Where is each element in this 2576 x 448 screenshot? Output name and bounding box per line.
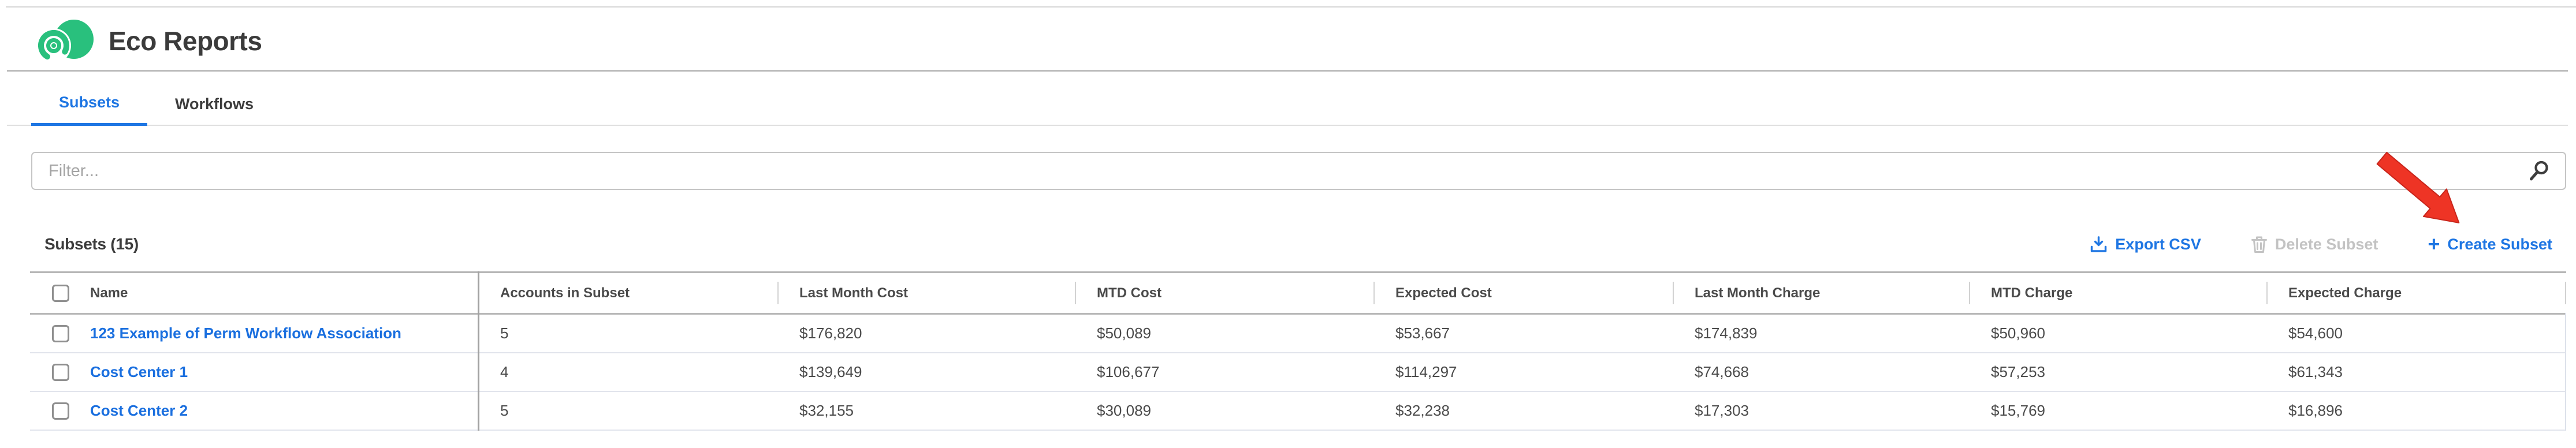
cell-expected-charge: $61,343 (2288, 363, 2343, 380)
app-header: Eco Reports (36, 20, 262, 62)
cell-accounts-in-subset: 4 (500, 363, 509, 380)
select-all-checkbox[interactable] (52, 284, 69, 302)
column-header-last-month-charge: Last Month Charge (1673, 273, 1969, 313)
filter-input[interactable] (47, 160, 2517, 181)
table-header-name: Name (30, 273, 478, 313)
table-header-row: Name Accounts in Subset Last Month Cost … (30, 271, 2566, 315)
column-header-expected-charge: Expected Charge (2266, 273, 2566, 313)
delete-subset-label: Delete Subset (2275, 235, 2378, 253)
page-title: Eco Reports (109, 26, 262, 56)
subsets-toolbar: Subsets (15) Export CSV Delete Subset + … (44, 230, 2552, 259)
subsets-count-heading: Subsets (15) (44, 235, 139, 253)
cell-expected-cost: $114,297 (1395, 363, 1457, 380)
cell-expected-cost: $53,667 (1395, 324, 1450, 342)
eco-reports-logo-icon (36, 20, 95, 62)
export-csv-button[interactable]: Export CSV (2090, 236, 2201, 253)
column-header-name: Name (90, 285, 128, 301)
cell-mtd-cost: $50,089 (1097, 324, 1151, 342)
header-divider (7, 70, 2568, 72)
cell-mtd-cost: $106,677 (1097, 363, 1160, 380)
cell-mtd-charge: $57,253 (1991, 363, 2045, 380)
subset-name-link[interactable]: Cost Center 1 (90, 363, 188, 380)
cell-last-month-charge: $74,668 (1695, 363, 1749, 380)
table-row: Cost Center 2 5 $32,155 $30,089 $32,238 … (30, 392, 2566, 431)
cell-accounts-in-subset: 5 (500, 402, 509, 419)
row-name-cell: Cost Center 1 (30, 363, 478, 381)
row-checkbox[interactable] (52, 363, 69, 381)
cell-expected-charge: $16,896 (2288, 402, 2343, 419)
export-csv-label: Export CSV (2115, 235, 2201, 253)
cell-last-month-charge: $174,839 (1695, 324, 1758, 342)
subset-name-link[interactable]: Cost Center 2 (90, 402, 188, 419)
column-header-mtd-charge: MTD Charge (1969, 273, 2266, 313)
table-right-divider (2565, 313, 2566, 431)
column-header-expected-cost: Expected Cost (1373, 273, 1673, 313)
cell-last-month-cost: $176,820 (799, 324, 862, 342)
tab-bar: Subsets Workflows (31, 82, 281, 126)
column-header-last-month-cost: Last Month Cost (777, 273, 1075, 313)
row-checkbox[interactable] (52, 324, 69, 342)
top-hairline (6, 6, 2576, 8)
table-row: Cost Center 1 4 $139,649 $106,677 $114,2… (30, 353, 2566, 392)
column-header-mtd-cost: MTD Cost (1075, 273, 1373, 313)
create-subset-button[interactable]: + Create Subset (2428, 232, 2552, 256)
cell-last-month-cost: $139,649 (799, 363, 862, 380)
table-row: 123 Example of Perm Workflow Association… (30, 315, 2566, 353)
filter-bar (31, 152, 2566, 190)
cell-mtd-cost: $30,089 (1097, 402, 1151, 419)
search-icon[interactable] (2528, 160, 2550, 182)
tab-bar-divider (7, 125, 2568, 126)
tab-workflows[interactable]: Workflows (175, 95, 254, 113)
download-icon (2090, 236, 2108, 253)
row-name-cell: Cost Center 2 (30, 402, 478, 420)
column-header-accounts-in-subset: Accounts in Subset (500, 285, 630, 301)
plus-icon: + (2428, 232, 2440, 256)
name-column-divider (478, 271, 479, 431)
delete-subset-button[interactable]: Delete Subset (2251, 236, 2378, 253)
cell-accounts-in-subset: 5 (500, 324, 509, 342)
cell-last-month-charge: $17,303 (1695, 402, 1749, 419)
subsets-table: Name Accounts in Subset Last Month Cost … (30, 271, 2566, 431)
row-name-cell: 123 Example of Perm Workflow Association (30, 324, 478, 342)
row-checkbox[interactable] (52, 402, 69, 420)
cell-expected-charge: $54,600 (2288, 324, 2343, 342)
cell-last-month-cost: $32,155 (799, 402, 854, 419)
cell-mtd-charge: $50,960 (1991, 324, 2045, 342)
cell-mtd-charge: $15,769 (1991, 402, 2045, 419)
tab-subsets[interactable]: Subsets (31, 82, 148, 126)
trash-icon (2251, 236, 2268, 253)
cell-expected-cost: $32,238 (1395, 402, 1450, 419)
subset-name-link[interactable]: 123 Example of Perm Workflow Association (90, 324, 401, 342)
create-subset-label: Create Subset (2447, 235, 2552, 253)
